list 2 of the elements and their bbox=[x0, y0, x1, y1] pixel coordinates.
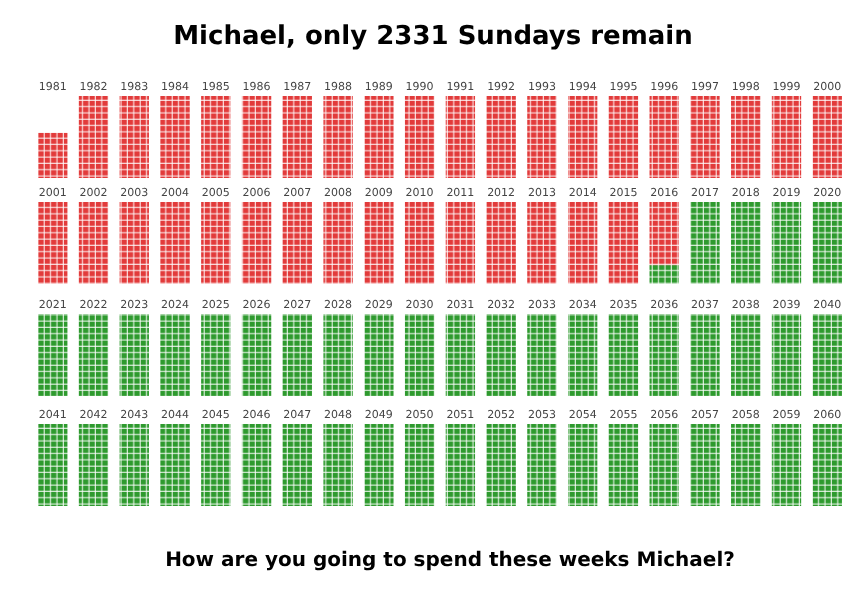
chart-title: Michael, only 2331 Sundays remain bbox=[173, 22, 693, 52]
text: How are you going to spend these weeks Michael? bbox=[165, 550, 736, 572]
